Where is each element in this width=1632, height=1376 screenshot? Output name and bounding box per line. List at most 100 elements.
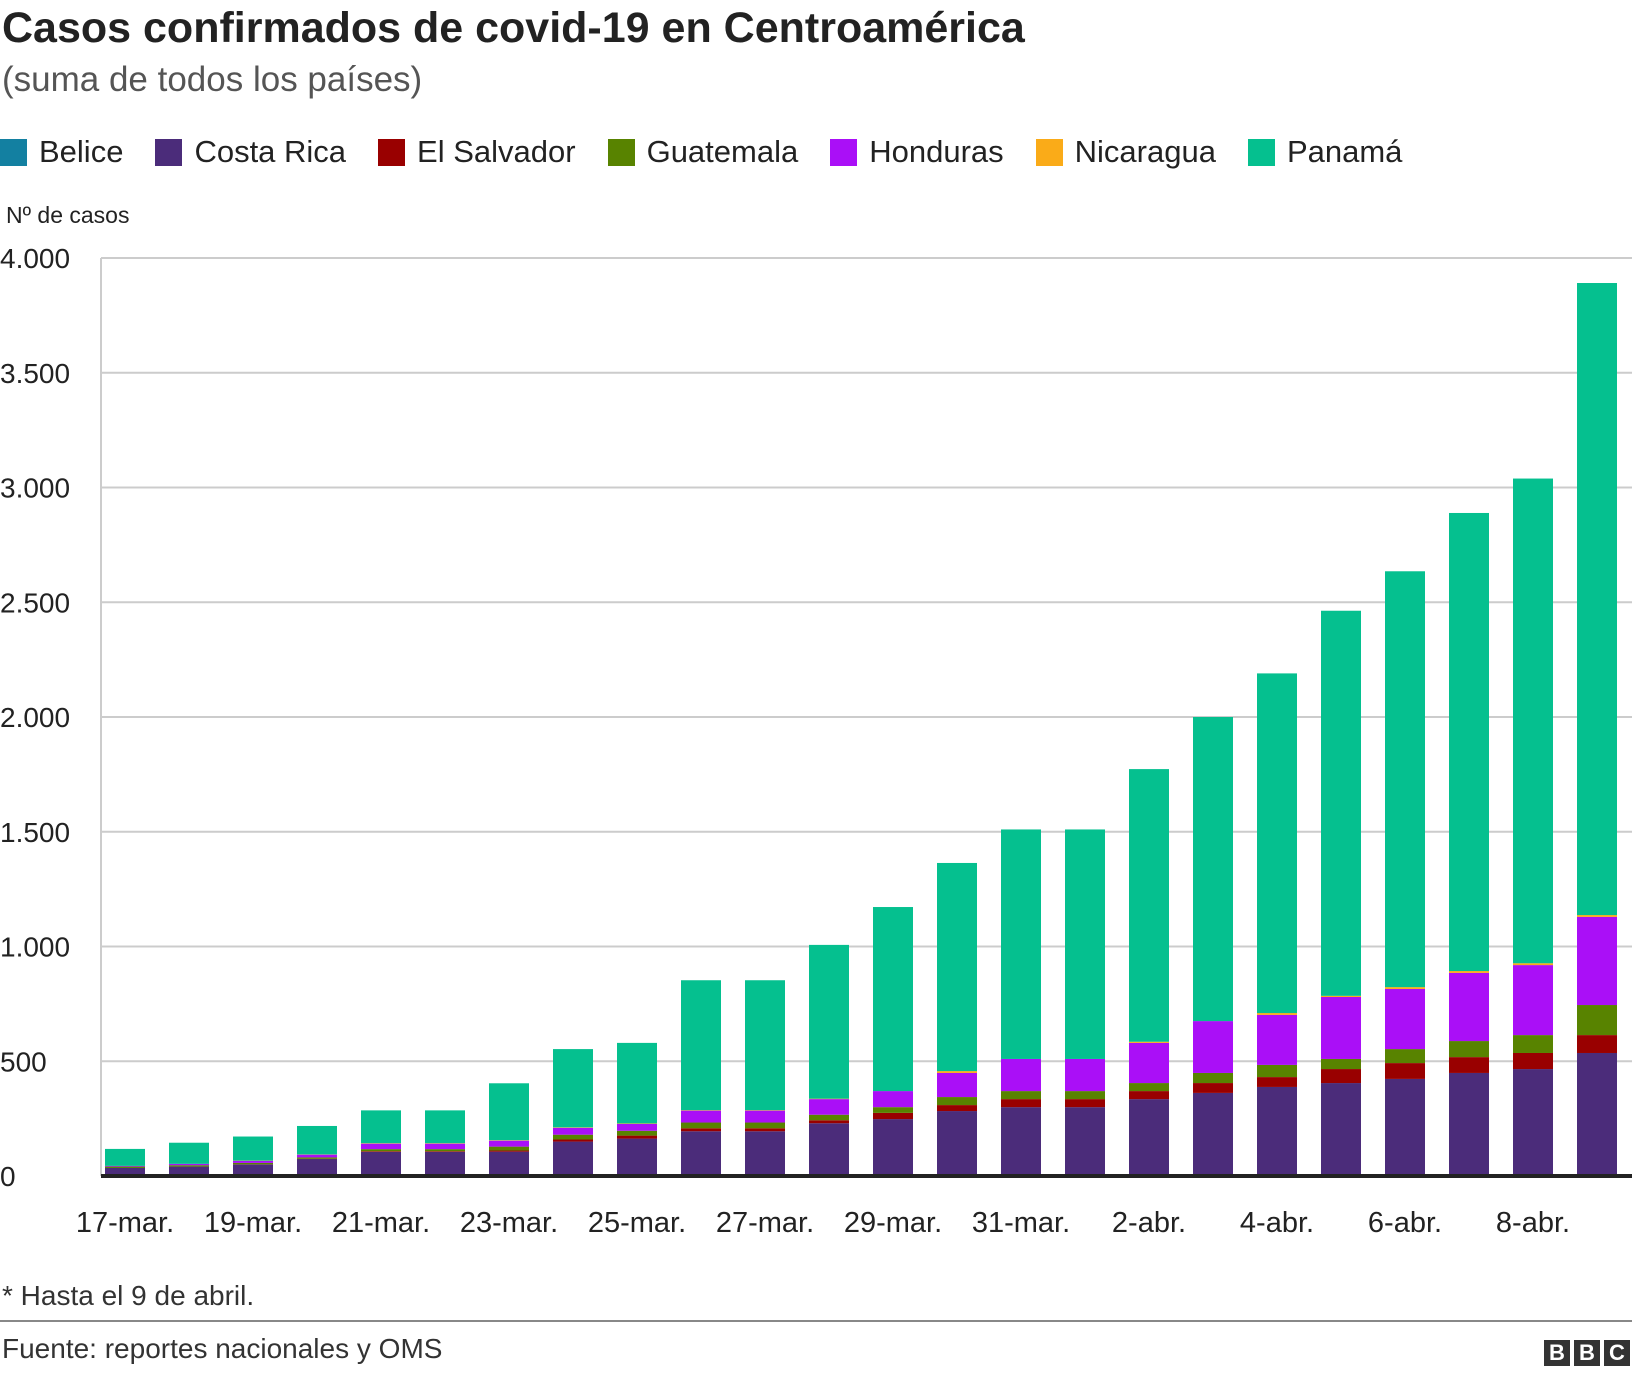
bar-segment-honduras <box>425 1143 465 1150</box>
bar-segment-el-salvador <box>1321 1069 1361 1084</box>
bar-segment-costa-rica <box>1001 1107 1041 1176</box>
bar-segment-honduras <box>1065 1058 1105 1092</box>
bar-segment-panamá <box>1193 717 1233 1022</box>
bar-segment-el-salvador <box>1257 1077 1297 1087</box>
bar-segment-costa-rica <box>425 1151 465 1176</box>
bar-segment-el-salvador <box>1385 1063 1425 1079</box>
bar-segment-panamá <box>1513 478 1553 964</box>
bar-segment-costa-rica <box>361 1151 401 1176</box>
bar-segment-guatemala <box>489 1146 529 1151</box>
legend-label: Belice <box>39 134 124 169</box>
bar-segment-nicaragua <box>1129 1041 1169 1043</box>
bar-segment-panamá <box>169 1142 209 1164</box>
bar-segment-guatemala <box>1193 1072 1233 1084</box>
bar-segment-panamá <box>105 1148 145 1166</box>
bar-segment-costa-rica <box>1065 1107 1105 1176</box>
x-tick-label: 19-mar. <box>204 1207 302 1239</box>
chart-title: Casos confirmados de covid-19 en Centroa… <box>2 4 1025 52</box>
bar-segment-panamá <box>425 1110 465 1144</box>
bar-segment-guatemala <box>297 1157 337 1159</box>
bar-segment-guatemala <box>553 1134 593 1140</box>
bar-segment-costa-rica <box>1577 1052 1617 1176</box>
bar-segment-guatemala <box>1001 1091 1041 1100</box>
legend-item: Honduras <box>830 134 1004 170</box>
legend-swatch <box>0 138 27 166</box>
bar-segment-guatemala <box>233 1162 273 1165</box>
bar-segment-el-salvador <box>617 1135 657 1139</box>
y-tick-label: 2.500 <box>0 587 70 618</box>
bar-segment-nicaragua <box>1385 987 1425 989</box>
bar-segment-el-salvador <box>809 1120 849 1124</box>
bar-segment-panamá <box>1129 769 1169 1042</box>
bar-segment-el-salvador <box>1001 1099 1041 1108</box>
bar-segment-panamá <box>873 907 913 1092</box>
bar-segment-costa-rica <box>1129 1099 1169 1176</box>
bar-segment-panamá <box>233 1136 273 1161</box>
bar-segment-el-salvador <box>1449 1057 1489 1073</box>
legend-item: El Salvador <box>378 134 576 170</box>
bar-segment-guatemala <box>1129 1083 1169 1092</box>
legend-item: Belice <box>0 134 123 170</box>
legend-swatch <box>1035 138 1063 166</box>
legend-swatch <box>155 138 183 166</box>
bar-segment-nicaragua <box>1577 915 1617 917</box>
bar-segment-nicaragua <box>1513 963 1553 966</box>
bar-segment-costa-rica <box>937 1111 977 1176</box>
bar-segment-honduras <box>1577 916 1617 1006</box>
bar-segment-costa-rica <box>169 1166 209 1176</box>
bar-segment-costa-rica <box>297 1159 337 1176</box>
legend-label: El Salvador <box>417 134 576 169</box>
bar-segment-guatemala <box>1321 1058 1361 1070</box>
bar-segment-costa-rica <box>105 1167 145 1176</box>
bar-segment-costa-rica <box>809 1123 849 1176</box>
bar-segment-panamá <box>553 1049 593 1128</box>
legend-label: Nicaragua <box>1074 134 1216 169</box>
legend-label: Guatemala <box>646 134 799 169</box>
bar-segment-costa-rica <box>1385 1078 1425 1176</box>
bar-segment-costa-rica <box>1321 1083 1361 1176</box>
bar-segment-el-salvador <box>489 1150 529 1152</box>
bar-segment-el-salvador <box>745 1128 785 1132</box>
x-tick-label: 17-mar. <box>76 1207 174 1239</box>
bar-segment-nicaragua <box>937 1071 977 1073</box>
bar-segment-costa-rica <box>1257 1086 1297 1176</box>
y-axis-label: Nº de casos <box>6 202 130 228</box>
bar-segment-panamá <box>617 1042 657 1124</box>
x-tick-label: 31-mar. <box>972 1207 1070 1239</box>
y-tick-label: 3.000 <box>0 473 70 504</box>
bar-segment-panamá <box>1321 610 1361 996</box>
bar-segment-panamá <box>1065 829 1105 1059</box>
chart-subtitle: (suma de todos los países) <box>2 60 423 99</box>
bar-segment-honduras <box>1513 965 1553 1036</box>
bar-segment-honduras <box>809 1099 849 1115</box>
x-tick-label: 25-mar. <box>588 1207 686 1239</box>
y-tick-label: 1.500 <box>0 817 70 848</box>
bar-segment-el-salvador <box>1193 1083 1233 1093</box>
bar-segment-el-salvador <box>425 1151 465 1152</box>
bar-segment-honduras <box>1193 1021 1233 1073</box>
bar-segment-costa-rica <box>553 1141 593 1176</box>
bar-segment-guatemala <box>1065 1091 1105 1100</box>
y-tick-label: 4.000 <box>0 243 70 274</box>
x-tick-label: 6-abr. <box>1368 1207 1442 1239</box>
bar-segment-guatemala <box>745 1122 785 1129</box>
bar-segment-panamá <box>937 862 977 1072</box>
bar-segment-honduras <box>105 1165 145 1167</box>
legend-item: Costa Rica <box>155 134 346 170</box>
source-note: Fuente: reportes nacionales y OMS <box>2 1333 443 1364</box>
bar-segment-costa-rica <box>873 1119 913 1176</box>
y-tick-label: 3.500 <box>0 358 70 389</box>
bar-segment-honduras <box>489 1140 529 1147</box>
bar-segment-panamá <box>361 1110 401 1144</box>
bar-segment-honduras <box>937 1072 977 1098</box>
x-tick-label: 2-abr. <box>1112 1207 1186 1239</box>
bar-segment-honduras <box>1257 1014 1297 1065</box>
legend-swatch <box>1247 138 1275 166</box>
bar-segment-panamá <box>1385 571 1425 988</box>
bar-segment-costa-rica <box>681 1131 721 1176</box>
bar-segment-honduras <box>1449 972 1489 1042</box>
bar-segment-costa-rica <box>1513 1069 1553 1176</box>
bar-segment-panamá <box>1257 673 1297 1014</box>
bar-segment-guatemala <box>1385 1049 1425 1064</box>
